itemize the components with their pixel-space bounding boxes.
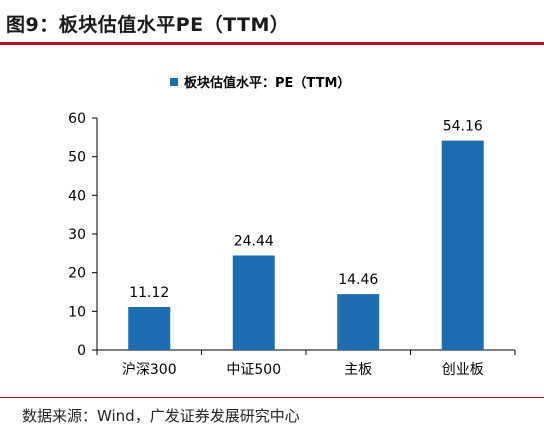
data-label: 14.46 xyxy=(338,272,378,288)
y-axis: 0 10 20 30 40 50 60 xyxy=(68,111,98,359)
x-tick-label: 中证500 xyxy=(226,362,281,378)
title-rule xyxy=(0,42,544,45)
source-rule xyxy=(0,397,544,398)
x-tick-label: 沪深300 xyxy=(122,362,177,378)
y-tick-label: 20 xyxy=(68,266,86,282)
y-tick-label: 30 xyxy=(68,227,86,243)
source-note: 数据来源：Wind，广发证券发展研究中心 xyxy=(22,407,300,425)
data-label: 11.12 xyxy=(129,285,169,301)
bar xyxy=(232,255,275,350)
bar xyxy=(337,294,380,350)
legend-swatch xyxy=(170,78,178,86)
x-axis: 沪深300 中证500 主板 创业板 xyxy=(96,349,516,378)
bar-chart: 板块估值水平：PE（TTM） 0 10 20 30 40 50 60 沪深300 中证500 主… xyxy=(68,75,516,378)
bar xyxy=(128,307,171,350)
x-tick-label: 主板 xyxy=(344,362,372,378)
y-tick-label: 40 xyxy=(68,188,86,204)
data-label: 24.44 xyxy=(234,233,274,249)
bar xyxy=(441,140,484,350)
y-tick-label: 60 xyxy=(68,111,86,127)
chart-legend: 板块估值水平：PE（TTM） xyxy=(170,75,350,91)
data-label: 54.16 xyxy=(443,119,483,135)
x-tick-label: 创业板 xyxy=(442,362,484,378)
data-labels: 11.12 24.44 14.46 54.16 xyxy=(129,119,483,301)
legend-label: 板块估值水平：PE（TTM） xyxy=(184,75,350,91)
y-tick-label: 10 xyxy=(68,304,86,320)
bars xyxy=(128,140,484,350)
figure-title: 图9：板块估值水平PE（TTM） xyxy=(6,14,290,36)
y-tick-label: 50 xyxy=(68,150,86,166)
y-tick-label: 0 xyxy=(77,343,86,359)
